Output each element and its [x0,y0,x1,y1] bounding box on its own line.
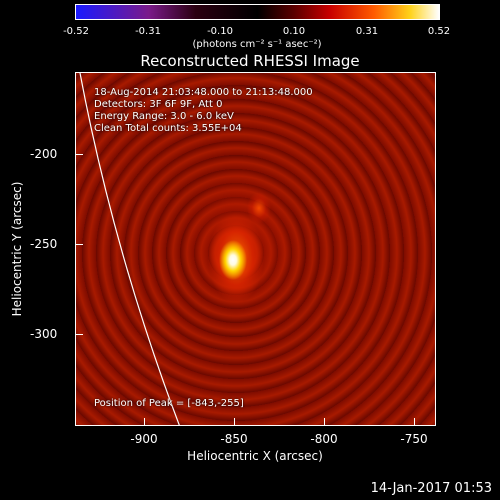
y-tick-mark [75,334,83,335]
y-tick-mark [75,154,83,155]
clean-counts-label: Clean Total counts: 3.55E+04 [94,123,242,134]
energy-range-label: Energy Range: 3.0 - 6.0 keV [94,111,234,122]
generation-date: 14-Jan-2017 01:53 [370,481,492,496]
colorbar-units: (photons cm⁻² s⁻¹ asec⁻²) [192,39,322,50]
x-tick-label: -750 [400,432,428,446]
solar-limb [79,73,180,425]
x-tick-mark [324,418,325,426]
time-range-label: 18-Aug-2014 21:03:48.000 to 21:13:48.000 [94,87,313,98]
x-axis-label: Heliocentric X (arcsec) [187,449,323,463]
y-tick-mark [75,244,83,245]
y-axis-label: Heliocentric Y (arcsec) [10,181,24,317]
colorbar-tick: -0.10 [207,26,233,37]
colorbar-tick: 0.31 [355,26,379,37]
x-tick-mark [414,418,415,426]
x-tick-mark [144,418,145,426]
colorbar-tick: -0.52 [63,26,89,37]
x-tick-label: -850 [220,432,248,446]
y-tick-label: -300 [30,327,58,341]
colorbar-tick: -0.31 [135,26,161,37]
y-tick-label: -250 [30,237,58,251]
x-tick-label: -900 [130,432,158,446]
x-tick-label: -800 [310,432,338,446]
colorbar-tick: 0.52 [427,26,451,37]
rhessi-image: 18-Aug-2014 21:03:48.000 to 21:13:48.000… [75,72,436,426]
x-tick-mark [234,418,235,426]
colorbar [75,4,440,20]
y-tick-label: -200 [30,147,58,161]
colorbar-tick: 0.10 [282,26,306,37]
detectors-label: Detectors: 3F 6F 9F, Att 0 [94,99,223,110]
image-title: Reconstructed RHESSI Image [140,52,360,70]
solar-limb-curve [79,73,180,425]
peak-position-label: Position of Peak = [-843,-255] [94,398,244,409]
